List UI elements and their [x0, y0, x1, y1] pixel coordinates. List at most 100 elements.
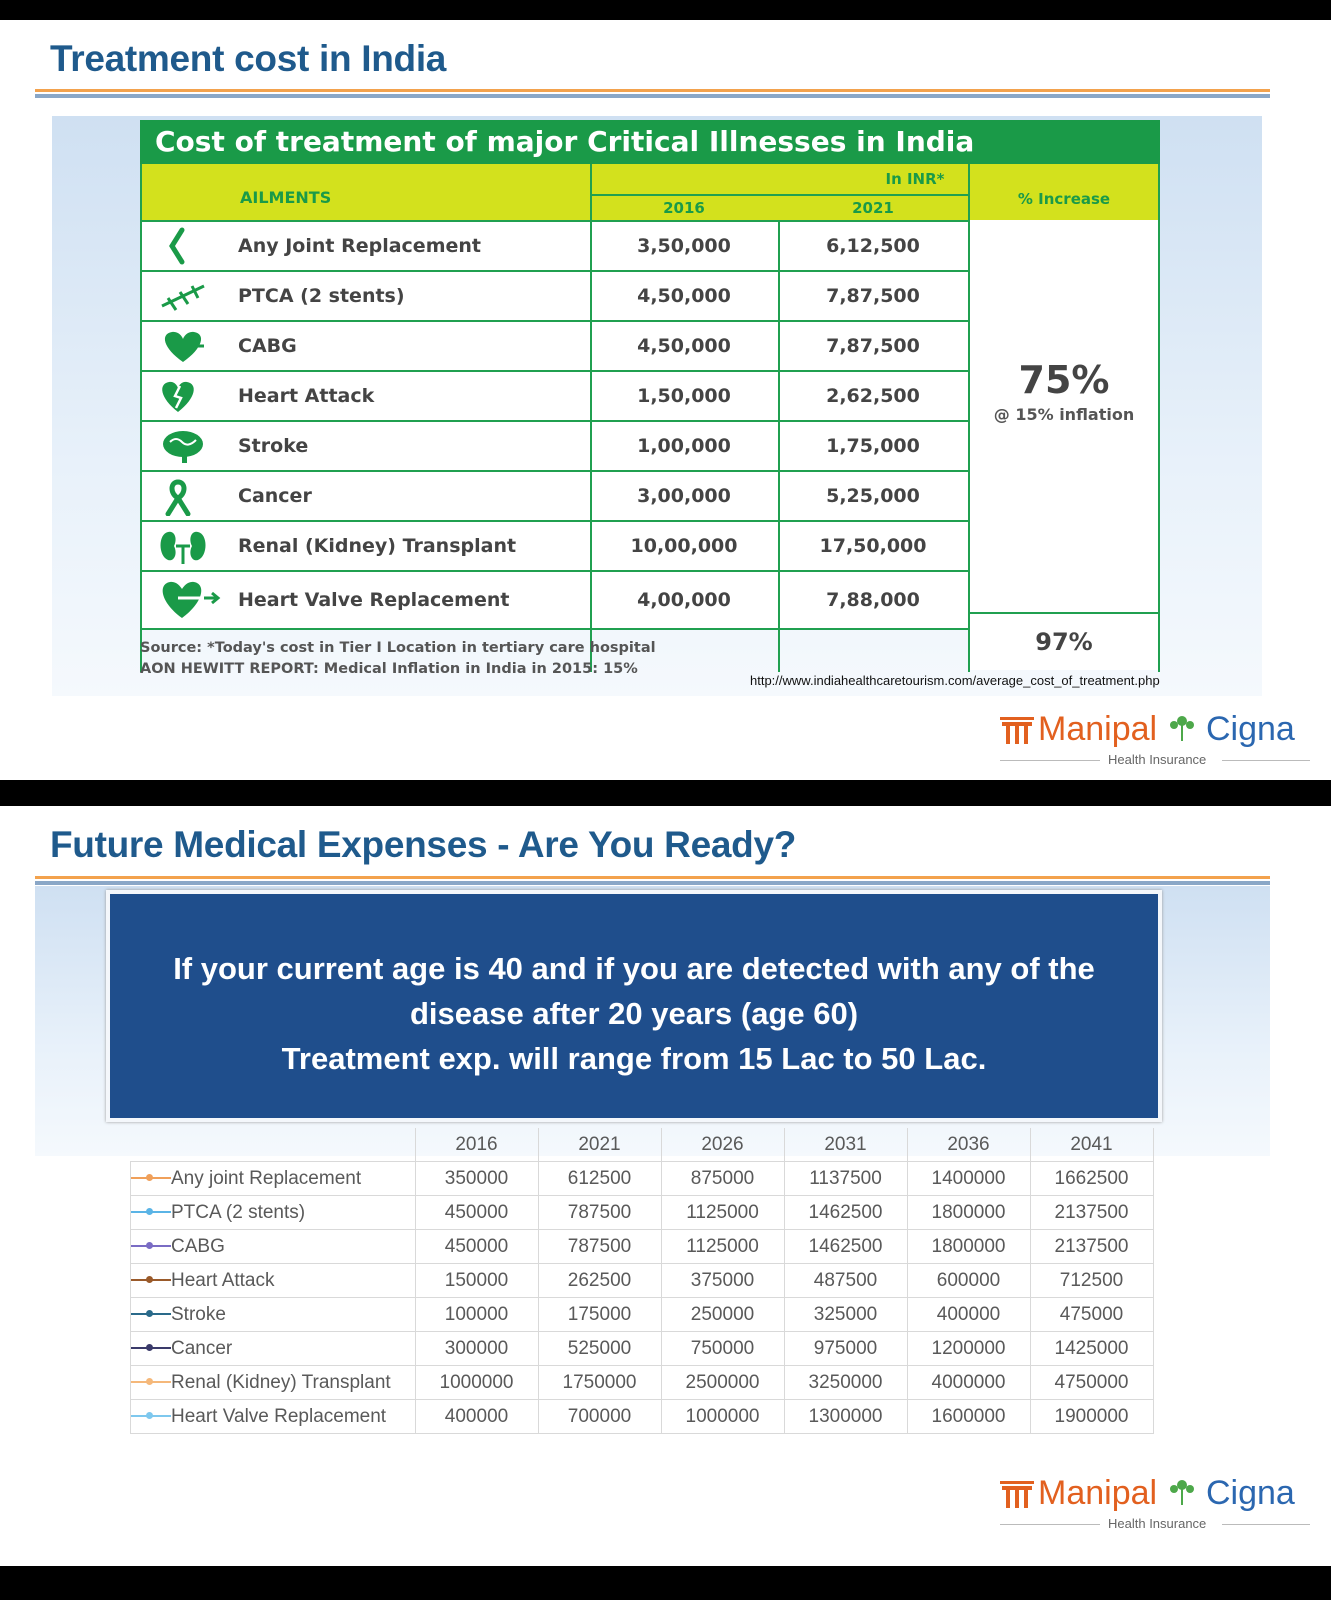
table-cell: 1750000: [537, 1365, 662, 1400]
table-cell: 975000: [783, 1331, 908, 1366]
table-header-row: 2016 2021 2026 2031 2036 2041: [130, 1128, 1154, 1162]
kidney-icon: [158, 526, 218, 566]
year-header: 2036: [906, 1128, 1031, 1162]
increase-75: 75%: [1018, 358, 1110, 402]
table-cell: 2500000: [660, 1365, 785, 1400]
table-cell: 1662500: [1029, 1161, 1154, 1196]
tree-icon: [1169, 716, 1194, 741]
logo-rule: [1222, 1524, 1310, 1525]
critical-illness-cost-table: Cost of treatment of major Critical Illn…: [140, 120, 1160, 672]
cost-2021: 7,87,500: [826, 285, 920, 307]
table-cell: 2137500: [1029, 1229, 1154, 1264]
table-row: Renal (Kidney) Transplant 10,00,000 17,50,…: [140, 522, 1160, 572]
table-cell: 487500: [783, 1263, 908, 1298]
table-divider: [970, 612, 1158, 614]
ailment-name: Stroke: [238, 435, 309, 457]
series-label: Heart Valve Replacement: [171, 1405, 387, 1427]
joint-icon: [158, 226, 218, 266]
source-note: Source: *Today's cost in Tier I Location…: [140, 638, 656, 680]
table-cell: 1137500: [783, 1161, 908, 1196]
table-cell: 1900000: [1029, 1399, 1154, 1434]
ailment-name: Heart Attack: [238, 385, 375, 407]
table-border-left: [140, 164, 142, 672]
legend-marker: [131, 1240, 171, 1252]
logo-subtitle: Health Insurance: [1108, 752, 1207, 767]
temple-icon: [1000, 717, 1034, 744]
table-row: Cancer 3,00,000 5,25,000: [140, 472, 1160, 522]
table-title: Cost of treatment of major Critical Illn…: [140, 120, 1160, 164]
source-url[interactable]: http://www.indiahealthcaretourism.com/av…: [750, 673, 1160, 688]
series-label-cell: Heart Attack: [130, 1263, 416, 1298]
logo-rule: [1222, 760, 1310, 761]
table-cell: 100000: [414, 1297, 539, 1332]
table-cell: 787500: [537, 1195, 662, 1230]
stent-icon: [158, 276, 218, 316]
ailment-name: Any Joint Replacement: [238, 235, 481, 257]
table-cell: 325000: [783, 1297, 908, 1332]
table-divider: [778, 220, 780, 672]
table-row: Stroke 1,00,000 1,75,000: [140, 422, 1160, 472]
table-cell: 2137500: [1029, 1195, 1154, 1230]
cost-2016: 3,50,000: [637, 235, 731, 257]
heart-valve-icon: [158, 576, 221, 618]
logo-cigna: Cigna: [1205, 710, 1295, 748]
title-divider: [35, 876, 1270, 886]
callout-line: If your current age is 40 and if you are…: [173, 951, 1095, 986]
series-label: Stroke: [171, 1303, 226, 1325]
year-header: 2016: [414, 1128, 539, 1162]
callout-box: If your current age is 40 and if you are…: [106, 890, 1162, 1122]
temple-icon: [1000, 1481, 1034, 1508]
table-row: Heart Attack 1,50,000 2,62,500: [140, 372, 1160, 422]
table-cell: 4750000: [1029, 1365, 1154, 1400]
table-row: Heart Attack 150000 262500 375000 487500 6000…: [130, 1263, 1154, 1298]
heart-bypass-icon: [158, 326, 218, 366]
slide-future-expenses: Future Medical Expenses - Are You Ready?…: [0, 806, 1331, 1566]
table-cell: 1125000: [660, 1229, 785, 1264]
series-label: Heart Attack: [171, 1269, 275, 1291]
callout-line: Treatment exp. will range from 15 Lac to…: [281, 1041, 987, 1076]
table-cell: 1000000: [660, 1399, 785, 1434]
table-cell: 1200000: [906, 1331, 1031, 1366]
header-increase: % Increase: [1017, 190, 1111, 208]
manipal-cigna-logo: Manipal Cigna Health Insurance: [1000, 710, 1310, 776]
legend-marker: [131, 1342, 171, 1354]
table-cell: 400000: [414, 1399, 539, 1434]
cost-2016: 1,00,000: [637, 435, 731, 457]
series-label-cell: Cancer: [130, 1331, 416, 1366]
cost-2016: 4,00,000: [637, 589, 731, 611]
series-label-cell: PTCA (2 stents): [130, 1195, 416, 1230]
logo-subtitle: Health Insurance: [1108, 1516, 1207, 1531]
title-divider: [35, 89, 1270, 99]
table-cell: 525000: [537, 1331, 662, 1366]
cost-2016: 3,00,000: [637, 485, 731, 507]
table-cell: 375000: [660, 1263, 785, 1298]
table-header: AILMENTS In INR* 2016 2021 % Increase: [140, 164, 1160, 222]
logo-rule: [1000, 1524, 1100, 1525]
callout-line: disease after 20 years (age 60): [409, 996, 859, 1031]
table-row: Heart Valve Replacement 4,00,000 7,88,000: [140, 572, 1160, 630]
series-label: Renal (Kidney) Transplant: [171, 1371, 391, 1393]
table-cell: 1800000: [906, 1229, 1031, 1264]
table-row: Renal (Kidney) Transplant 1000000 1750000 2…: [130, 1365, 1154, 1400]
table-cell: 150000: [414, 1263, 539, 1298]
series-label-cell: Stroke: [130, 1297, 416, 1332]
table-row: Heart Valve Replacement 400000 700000 10000…: [130, 1399, 1154, 1434]
table-row: Any joint Replacement 350000 612500 875000 1…: [130, 1161, 1154, 1196]
page-title: Future Medical Expenses - Are You Ready?: [50, 824, 797, 865]
table-row: Cancer 300000 525000 750000 975000 1200000 142…: [130, 1331, 1154, 1366]
table-cell: 450000: [414, 1229, 539, 1264]
tree-icon: [1169, 1480, 1194, 1505]
increase-97: 97%: [970, 614, 1158, 670]
logo-rule: [1000, 760, 1100, 761]
year-header: 2026: [660, 1128, 785, 1162]
table-row: Stroke 100000 175000 250000 325000 400000 4750…: [130, 1297, 1154, 1332]
table-divider: [968, 164, 970, 672]
table-row: CABG 450000 787500 1125000 1462500 1800000 213…: [130, 1229, 1154, 1264]
projected-cost-table: 2016 2021 2026 2031 2036 2041 Any joint Repla…: [130, 1128, 1154, 1434]
table-cell: 1125000: [660, 1195, 785, 1230]
header-blank: [130, 1128, 416, 1162]
series-label-cell: CABG: [130, 1229, 416, 1264]
table-cell: 1800000: [906, 1195, 1031, 1230]
cost-2021: 7,88,000: [826, 589, 920, 611]
table-cell: 450000: [414, 1195, 539, 1230]
